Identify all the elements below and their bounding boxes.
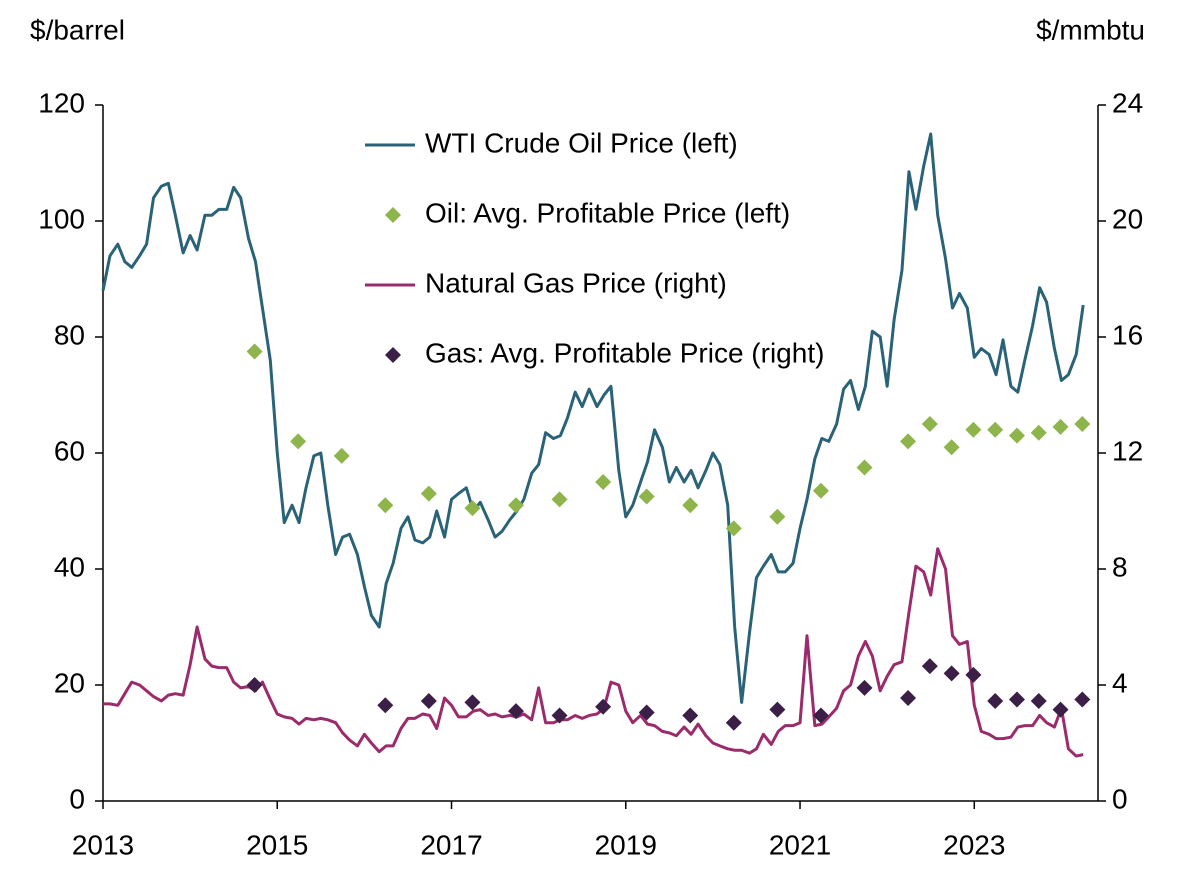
legend-swatch: [385, 347, 401, 363]
scatter-point: [682, 497, 699, 514]
y2-tick-label: 24: [1112, 87, 1143, 118]
scatter-point: [290, 433, 307, 450]
scatter-point: [246, 343, 263, 360]
y2-axis-label: $/mmbtu: [1036, 14, 1145, 45]
y-tick-label: 100: [38, 203, 85, 234]
x-tick-label: 2013: [72, 829, 134, 860]
scatter-point: [420, 485, 437, 502]
scatter-point: [246, 677, 263, 693]
scatter-point: [812, 482, 829, 499]
line-series: [101, 132, 1085, 704]
scatter-point: [1074, 416, 1091, 432]
y-axis-label: $/barrel: [30, 14, 125, 45]
y2-tick-label: 16: [1112, 319, 1143, 350]
scatter-point: [507, 703, 524, 720]
scatter-point: [464, 694, 481, 711]
scatter-point: [725, 520, 742, 537]
y-tick-label: 40: [54, 551, 85, 582]
y2-tick-label: 4: [1112, 667, 1128, 698]
scatter-point: [987, 421, 1004, 438]
scatter-point: [507, 497, 524, 514]
scatter-point: [551, 707, 568, 724]
scatter-point: [1074, 691, 1091, 708]
scatter-point: [769, 508, 786, 525]
y-tick-label: 20: [54, 667, 85, 698]
y-tick-label: 0: [69, 783, 85, 814]
scatter-point: [464, 500, 481, 517]
scatter-point: [943, 665, 960, 682]
legend-label: Gas: Avg. Profitable Price (right): [425, 337, 824, 368]
x-tick-label: 2021: [769, 829, 831, 860]
x-tick-label: 2017: [420, 829, 482, 860]
scatter-point: [682, 707, 699, 724]
legend-label: Oil: Avg. Profitable Price (left): [425, 197, 790, 228]
scatter-point: [595, 474, 612, 490]
x-tick-label: 2019: [595, 829, 657, 860]
scatter-point: [1008, 427, 1025, 444]
scatter-point: [856, 459, 873, 476]
scatter-point: [900, 690, 917, 707]
line-series: [103, 547, 1084, 758]
scatter-point: [987, 692, 1004, 709]
y2-tick-label: 8: [1112, 551, 1128, 582]
scatter-point: [333, 447, 350, 464]
scatter-point: [1052, 701, 1069, 718]
scatter-point: [1030, 424, 1047, 441]
scatter-point: [595, 698, 612, 715]
scatter-point: [377, 497, 394, 514]
legend-label: WTI Crude Oil Price (left): [425, 127, 738, 158]
scatter-point: [812, 707, 829, 724]
scatter-point: [377, 697, 394, 714]
y2-tick-label: 0: [1112, 783, 1128, 814]
x-tick-label: 2015: [246, 829, 308, 860]
scatter-point: [921, 658, 938, 675]
scatter-point: [725, 714, 742, 731]
legend-swatch: [385, 207, 401, 223]
scatter-point: [638, 704, 655, 721]
scatter-point: [638, 488, 655, 505]
scatter-point: [551, 491, 568, 508]
scatter-point: [1052, 418, 1069, 435]
scatter-point: [420, 692, 437, 709]
legend-label: Natural Gas Price (right): [425, 267, 727, 298]
scatter-point: [965, 421, 982, 438]
scatter-point: [1008, 691, 1025, 708]
y-tick-label: 80: [54, 319, 85, 350]
scatter-point: [965, 666, 982, 683]
y-tick-label: 60: [54, 435, 85, 466]
scatter-point: [900, 433, 917, 450]
scatter-point: [856, 679, 873, 696]
x-tick-label: 2023: [943, 829, 1005, 860]
scatter-point: [943, 439, 960, 456]
y2-tick-label: 20: [1112, 203, 1143, 234]
scatter-point: [921, 416, 938, 432]
scatter-point: [769, 701, 786, 718]
y-tick-label: 120: [38, 87, 85, 118]
y2-tick-label: 12: [1112, 435, 1143, 466]
scatter-point: [1030, 692, 1047, 709]
